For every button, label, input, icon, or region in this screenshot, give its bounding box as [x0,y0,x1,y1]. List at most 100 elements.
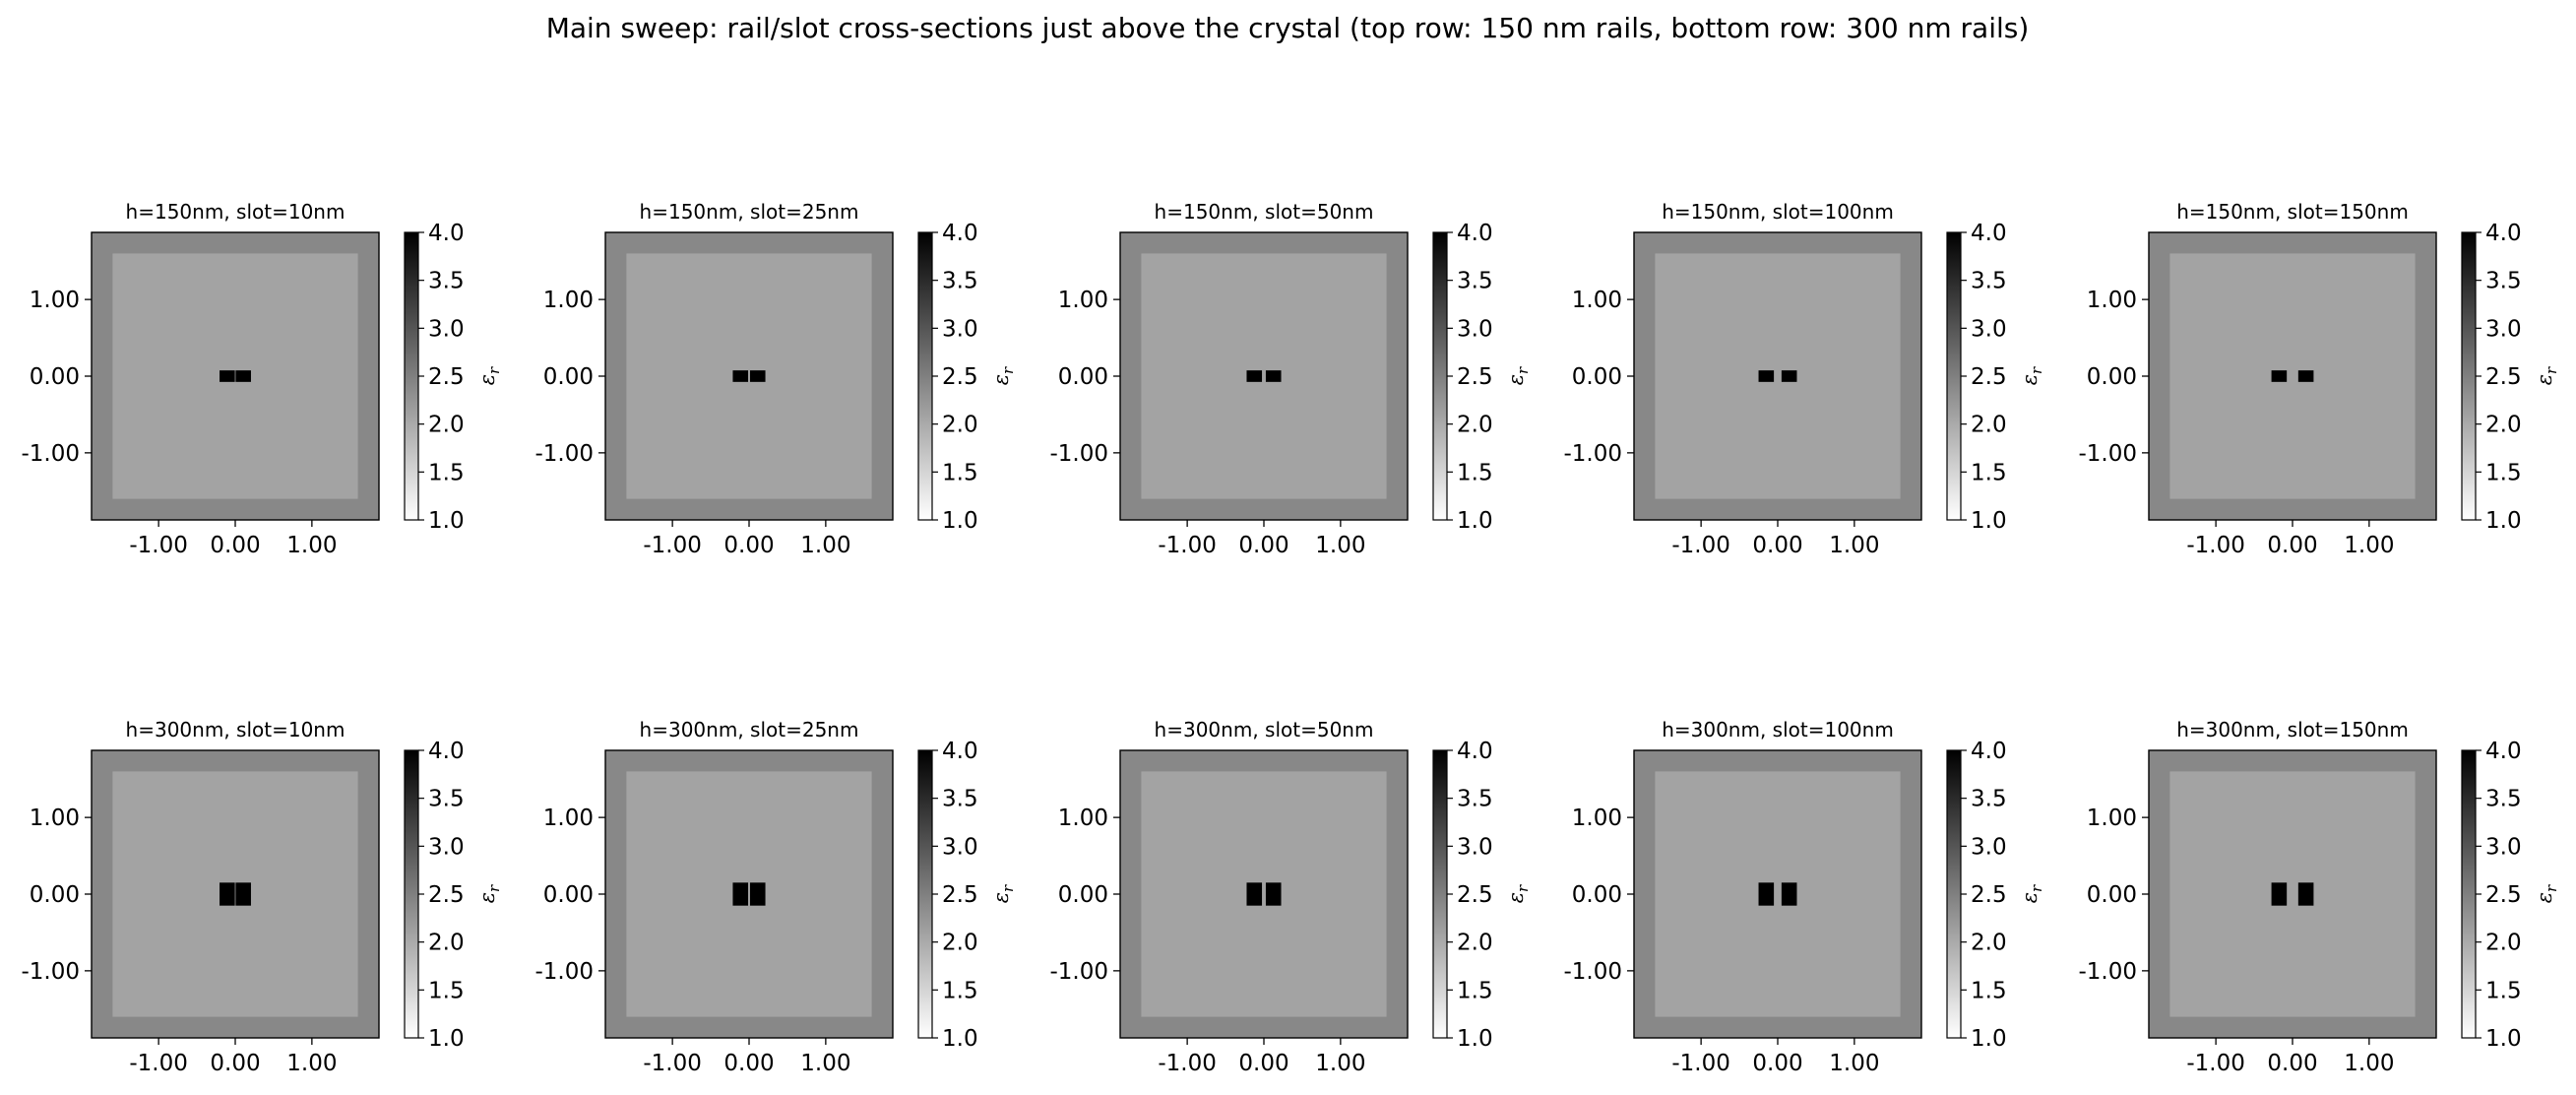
y-tick-label: 1.00 [2087,288,2137,313]
panel-title: h=300nm, slot=10nm [126,718,346,741]
colorbar-tick-label: 3.5 [1971,787,2007,812]
x-tick-label: 0.00 [723,1051,774,1076]
colorbar-label: εr [2018,366,2045,385]
x-tick-label: 0.00 [1752,533,1802,558]
colorbar-tick-label: 1.5 [428,460,465,485]
y-tick-label: 0.00 [30,882,80,908]
left-rail [1758,882,1775,906]
inner-domain [2169,771,2416,1017]
colorbar-tick-label: 1.0 [428,1026,465,1052]
colorbar-tick-label: 1.0 [1971,508,2007,534]
colorbar-tick-label: 1.5 [1457,978,1493,1003]
panel-4: h=150nm, slot=100nm -1.00 0.00 1.00 1.00 0.00… [1563,200,2045,558]
y-tick-label: 0.00 [1058,364,1108,390]
x-tick-label: 1.00 [2344,533,2394,558]
y-tick-label: 0.00 [2087,882,2137,908]
panel-title: h=300nm, slot=100nm [1662,718,1894,741]
y-tick-label: -1.00 [534,959,594,985]
colorbar-tick-label: 2.5 [428,364,465,390]
colorbar-tick-label: 1.5 [2485,460,2522,485]
left-rail [2271,882,2288,906]
colorbar-tick-label: 1.5 [2485,978,2522,1003]
right-rail [235,370,251,382]
colorbar-tick-label: 2.0 [1971,413,2007,438]
panel-title: h=150nm, slot=10nm [126,200,346,224]
colorbar-tick-label: 1.0 [2485,1026,2522,1052]
colorbar-tick-label: 1.0 [2485,508,2522,534]
colorbar-tick-label: 1.5 [942,978,978,1003]
colorbar-tick-label: 3.0 [942,316,978,342]
y-tick-label: 1.00 [543,805,594,831]
left-rail [1246,882,1263,906]
colorbar-gradient [917,749,933,1039]
colorbar-tick-label: 3.0 [1457,834,1493,860]
x-tick-label: 0.00 [2267,1051,2317,1076]
x-tick-label: 1.00 [1829,533,1879,558]
left-rail [2271,370,2288,382]
y-tick-label: -1.00 [21,959,80,985]
panel-1: h=150nm, slot=10nm-1.00 0.00 1.001.000.00-… [21,200,503,558]
inner-domain [112,253,358,499]
colorbar: 1.0 1.5 2.0 2.5 3.0 3.5 4.0 εr [404,221,503,534]
x-tick-label: -1.00 [129,1051,188,1076]
colorbar-gradient [1432,231,1448,521]
panel-10: h=300nm, slot=150nm -1.00 0.00 1.00 1.00 0.00… [2078,718,2560,1076]
colorbar-tick-label: 2.0 [1457,931,1493,956]
x-tick-label: 1.00 [800,533,850,558]
colorbar-tick-label: 3.0 [1971,834,2007,860]
panel-5: h=150nm, slot=150nm -1.00 0.00 1.00 1.00 0.00… [2078,200,2560,558]
y-tick-label: 1.00 [1058,288,1108,313]
colorbar-tick-label: 1.0 [942,1026,978,1052]
colorbar-tick-label: 1.5 [1457,460,1493,485]
left-rail [732,370,749,382]
x-tick-label: 0.00 [723,533,774,558]
colorbar-tick-label: 3.5 [2485,787,2522,812]
panel-grid: h=150nm, slot=10nm-1.00 0.00 1.001.000.00-… [21,200,2560,1076]
y-tick-label: -1.00 [1563,959,1622,985]
colorbar-gradient [404,231,419,521]
left-rail [732,882,749,906]
left-rail [220,882,235,906]
colorbar-tick-label: 3.5 [1971,269,2007,294]
x-tick-label: -1.00 [129,533,188,558]
x-tick-label: 0.00 [2267,533,2317,558]
y-tick-label: 0.00 [1572,364,1622,390]
colorbar-gradient [1432,749,1448,1039]
colorbar-tick-label: 4.0 [428,221,465,246]
colorbar-tick-label: 2.0 [428,413,465,438]
colorbar-gradient [1946,231,1962,521]
colorbar-tick-label: 2.0 [2485,413,2522,438]
y-tick-label: 1.00 [30,805,80,831]
colorbar-tick-label: 4.0 [1457,739,1493,764]
x-tick-label: -1.00 [1671,1051,1730,1076]
colorbar-tick-label: 3.0 [2485,834,2522,860]
panel-title: h=150nm, slot=150nm [2176,200,2409,224]
colorbar-tick-label: 4.0 [428,739,465,764]
y-tick-label: 1.00 [1572,805,1622,831]
y-tick-label: 0.00 [1058,882,1108,908]
x-tick-label: 0.00 [1238,533,1288,558]
panel-title: h=150nm, slot=50nm [1155,200,1374,224]
panel-title: h=300nm, slot=50nm [1155,718,1374,741]
colorbar-tick-label: 2.0 [942,931,978,956]
colorbar-label: εr [1504,884,1532,903]
y-tick-label: -1.00 [1563,441,1622,467]
colorbar-tick-label: 1.0 [1457,1026,1493,1052]
colorbar-tick-label: 2.5 [2485,364,2522,390]
colorbar-tick-label: 2.0 [1457,413,1493,438]
x-tick-label: 0.00 [1752,1051,1802,1076]
colorbar-tick-label: 2.0 [942,413,978,438]
inner-domain [1655,253,1901,499]
colorbar-tick-label: 1.5 [1971,460,2007,485]
colorbar-tick-label: 3.0 [428,316,465,342]
colorbar-label: εr [475,366,503,385]
y-tick-label: 1.00 [543,288,594,313]
colorbar-tick-label: 4.0 [942,739,978,764]
colorbar-gradient [1946,749,1962,1039]
colorbar-tick-label: 1.0 [942,508,978,534]
y-tick-label: 1.00 [1058,805,1108,831]
colorbar-gradient [917,231,933,521]
x-tick-label: 1.00 [1315,533,1365,558]
colorbar-tick-label: 2.5 [1971,882,2007,908]
panel-6: h=300nm, slot=10nm-1.00 0.00 1.001.000.00-… [21,718,503,1076]
